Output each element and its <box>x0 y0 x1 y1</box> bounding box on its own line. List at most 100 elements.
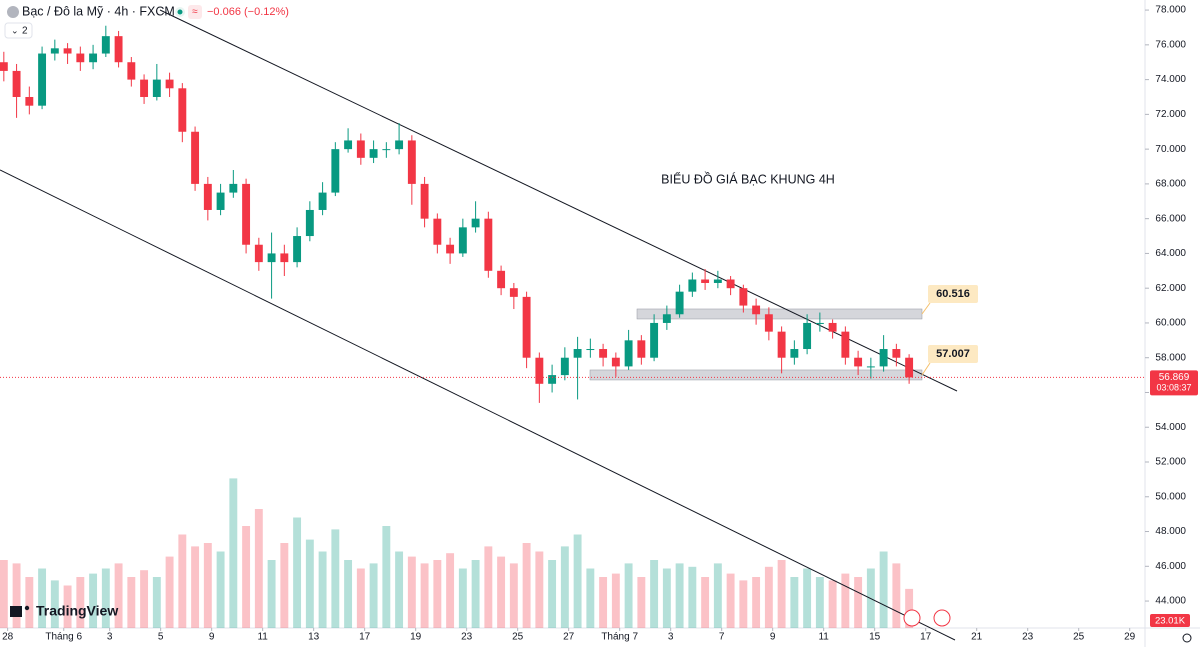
candle-body <box>841 331 850 358</box>
candle-body <box>25 96 34 106</box>
volume-bar <box>752 577 761 628</box>
volume-bar <box>611 573 620 628</box>
candle-body <box>535 357 544 384</box>
indicator-count: 2 <box>22 26 28 37</box>
candle-body <box>777 331 786 358</box>
candle-body <box>828 322 837 332</box>
candle-body <box>662 314 671 323</box>
volume-bar <box>127 577 136 628</box>
last-price-label: 56.869 <box>1159 372 1190 383</box>
volume-bar <box>675 563 684 628</box>
logo-mark <box>10 606 22 617</box>
settings-icon[interactable] <box>1182 633 1192 643</box>
candle-body <box>611 357 620 367</box>
volume-bar <box>701 577 710 628</box>
y-tick-label: 52.000 <box>1155 457 1186 468</box>
volume-bar <box>828 580 837 628</box>
volume-bar <box>688 566 697 628</box>
candle-body <box>229 183 238 193</box>
candle-body <box>331 149 340 193</box>
ticks: 44.00046.00048.00050.00052.00054.00056.0… <box>2 5 1186 643</box>
candle-body <box>76 53 85 63</box>
volume-bar <box>560 546 569 628</box>
y-tick-label: 66.000 <box>1155 213 1186 224</box>
volume-bar <box>280 543 289 628</box>
collapse-arrow: ⌄ <box>11 25 19 35</box>
volume-bar <box>548 560 557 628</box>
candle-body <box>140 79 149 97</box>
volume-bar <box>662 568 671 628</box>
y-tick-label: 60.000 <box>1155 318 1186 329</box>
zone-badge <box>928 285 978 303</box>
annotation: BIỂU ĐỒ GIÁ BẠC KHUNG 4H <box>661 171 835 186</box>
channel-lower-line <box>0 169 956 641</box>
volume-bar <box>905 588 914 628</box>
candle-body <box>242 183 251 245</box>
x-tick-label: 23 <box>1022 632 1034 643</box>
zone-badge <box>928 345 978 363</box>
candle-body <box>165 79 174 89</box>
candle-body <box>38 53 47 106</box>
volume-bar <box>815 577 824 628</box>
volume-bar <box>509 563 518 628</box>
candle-body <box>497 270 506 289</box>
volume-bar <box>114 563 123 628</box>
event-icon[interactable] <box>933 609 951 627</box>
feed-icon-glyph: ≈ <box>192 7 198 18</box>
event-icon[interactable] <box>903 609 921 627</box>
volume-bar <box>0 560 8 628</box>
logo-dot <box>24 605 30 611</box>
zone-connector <box>921 302 931 315</box>
candle-body <box>203 183 212 210</box>
candle-body <box>509 288 518 297</box>
candle-body <box>688 279 697 292</box>
x-tick-label: 5 <box>158 632 164 643</box>
candle-body <box>624 340 633 367</box>
price-change: −0.066 (−0.12%) <box>207 6 289 18</box>
x-tick-label: 17 <box>359 632 371 643</box>
volume-bar <box>191 546 200 628</box>
volume-bar <box>305 539 314 628</box>
candle-body <box>764 314 773 332</box>
candle-body <box>50 48 59 54</box>
x-tick-label: 28 <box>2 632 14 643</box>
candle-body <box>191 131 200 184</box>
candle-body <box>701 279 710 283</box>
zone-connector <box>921 362 931 376</box>
x-tick-label: 19 <box>410 632 422 643</box>
candle-body <box>305 209 314 237</box>
volume-bar <box>535 551 544 628</box>
candle-body <box>280 253 289 263</box>
zone-label: 57.007 <box>936 348 970 360</box>
y-tick-label: 72.000 <box>1155 109 1186 120</box>
volume-bar <box>63 585 72 628</box>
x-tick-label: 17 <box>920 632 932 643</box>
volume-bar <box>216 551 225 628</box>
x-tick-label: 9 <box>770 632 776 643</box>
volume-bar <box>382 526 391 628</box>
y-tick-label: 76.000 <box>1155 39 1186 50</box>
volume-bar <box>764 566 773 628</box>
price-zone <box>589 369 923 381</box>
volume-bar <box>841 573 850 628</box>
candle-body <box>293 236 302 263</box>
x-tick-label: Tháng 7 <box>601 632 638 643</box>
candle-body <box>892 349 901 358</box>
candle-body <box>407 140 416 184</box>
candle-body <box>637 340 646 358</box>
volume-bar <box>267 560 276 628</box>
x-tick-label: 25 <box>1073 632 1085 643</box>
collapse-button[interactable] <box>4 22 33 39</box>
volume-bar <box>497 556 506 628</box>
y-tick-label: 62.000 <box>1155 283 1186 294</box>
y-tick-label: 50.000 <box>1155 491 1186 502</box>
volume-bar <box>331 529 340 628</box>
candle-body <box>458 227 467 254</box>
volume-bar <box>203 543 212 628</box>
volume-bar <box>471 560 480 628</box>
zone-label: 60.516 <box>936 288 970 300</box>
